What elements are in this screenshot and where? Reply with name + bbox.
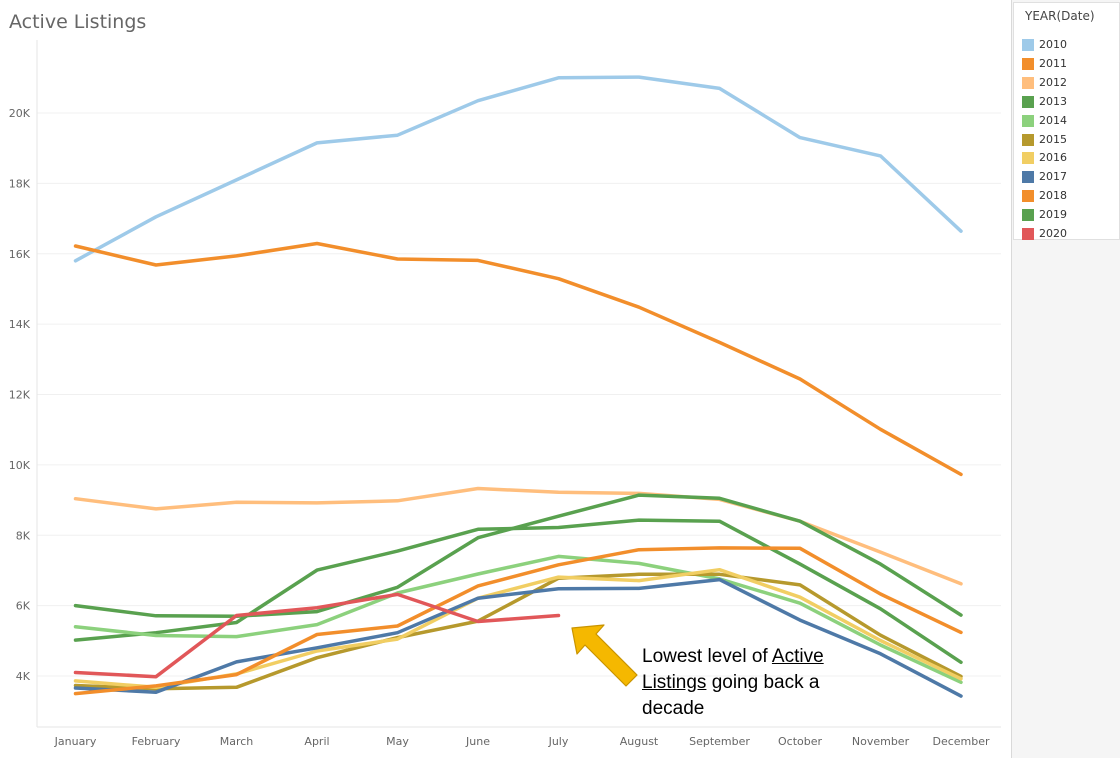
legend-label: 2019: [1039, 208, 1067, 222]
legend-swatch: [1022, 171, 1034, 184]
legend-swatch: [1022, 209, 1034, 222]
x-tick-label: January: [54, 735, 97, 748]
legend-label: 2013: [1039, 94, 1067, 108]
legend-label: 2012: [1039, 75, 1067, 89]
x-tick-label: July: [548, 735, 569, 748]
series-line-2015: [73, 572, 963, 691]
legend-swatch: [1022, 152, 1034, 165]
y-tick-label: 6K: [16, 600, 31, 613]
legend-label: 2015: [1039, 132, 1067, 146]
annotation-arrow-shape: [571, 624, 638, 687]
legend-swatch: [1022, 76, 1034, 89]
gridlines: [37, 112, 1001, 677]
series-line-2018: [73, 546, 963, 696]
chart-title: Active Listings: [9, 11, 147, 33]
series-line-2014: [73, 554, 963, 685]
y-tick-label: 4K: [16, 670, 31, 683]
series-line-2019: [73, 493, 963, 618]
annotation-text-after: going back a decade: [642, 672, 820, 719]
series-line-2020: [73, 592, 561, 679]
legend-swatch: [1022, 133, 1034, 146]
annotation-underlined-1: Active: [771, 646, 824, 667]
y-tick-label: 18K: [9, 177, 31, 190]
y-tick-label: 12K: [9, 389, 31, 402]
annotation-underlined-2: Listings: [642, 672, 707, 693]
x-tick-label: August: [620, 735, 659, 748]
y-axis: 4K 6K 8K 10K 12K 14K 16K 18K 20K: [9, 40, 38, 727]
y-tick-label: 14K: [9, 318, 31, 331]
series-line-2011: [73, 241, 963, 477]
x-tick-label: October: [778, 735, 822, 748]
y-tick-label: 20K: [9, 107, 31, 120]
x-tick-label: April: [304, 735, 329, 748]
legend-swatch: [1022, 57, 1034, 70]
plot-area: 4K 6K 8K 10K 12K 14K 16K 18K 20K January February…: [9, 40, 1001, 748]
x-tick-label: September: [689, 735, 750, 748]
legend-label: 2010: [1039, 38, 1067, 51]
x-tick-label: May: [386, 735, 409, 748]
series-line-2013: [73, 518, 963, 665]
legend-swatch: [1022, 190, 1034, 203]
x-tick-label: March: [220, 735, 254, 748]
annotation-text: Lowest level of Active Listings going bac…: [642, 644, 872, 722]
x-axis: January February March April May June July Augu…: [37, 726, 1001, 748]
y-tick-label: 8K: [16, 529, 31, 542]
legend-label: 2011: [1039, 56, 1067, 70]
legend-swatch: [1022, 228, 1034, 240]
legend-label: 2017: [1039, 170, 1067, 184]
y-tick-label: 16K: [9, 248, 31, 261]
legend-label: 2020: [1039, 227, 1067, 240]
legend-swatch: [1022, 114, 1034, 127]
series-line-2010: [73, 75, 963, 263]
x-tick-label: November: [852, 735, 910, 748]
legend-label: 2014: [1039, 113, 1067, 127]
x-tick-label: June: [465, 735, 490, 748]
series-line-2017: [73, 577, 963, 698]
legend-swatch: [1022, 95, 1034, 108]
series-lines: [73, 75, 963, 698]
series-line-2012: [73, 486, 963, 586]
y-tick-label: 10K: [9, 459, 31, 472]
x-tick-label: February: [132, 735, 181, 748]
annotation-arrow: [571, 624, 638, 687]
annotation-text-before: Lowest level of: [642, 646, 772, 667]
legend-swatch: [1022, 39, 1034, 51]
legend-label: 2016: [1039, 151, 1067, 165]
x-tick-label: December: [932, 735, 990, 748]
legend-label: 2018: [1039, 189, 1067, 203]
legend-title: YEAR(Date): [1025, 9, 1095, 23]
legend: YEAR(Date) 2010 2011 2012 2013 2014 2015 2016 2…: [1013, 2, 1120, 240]
